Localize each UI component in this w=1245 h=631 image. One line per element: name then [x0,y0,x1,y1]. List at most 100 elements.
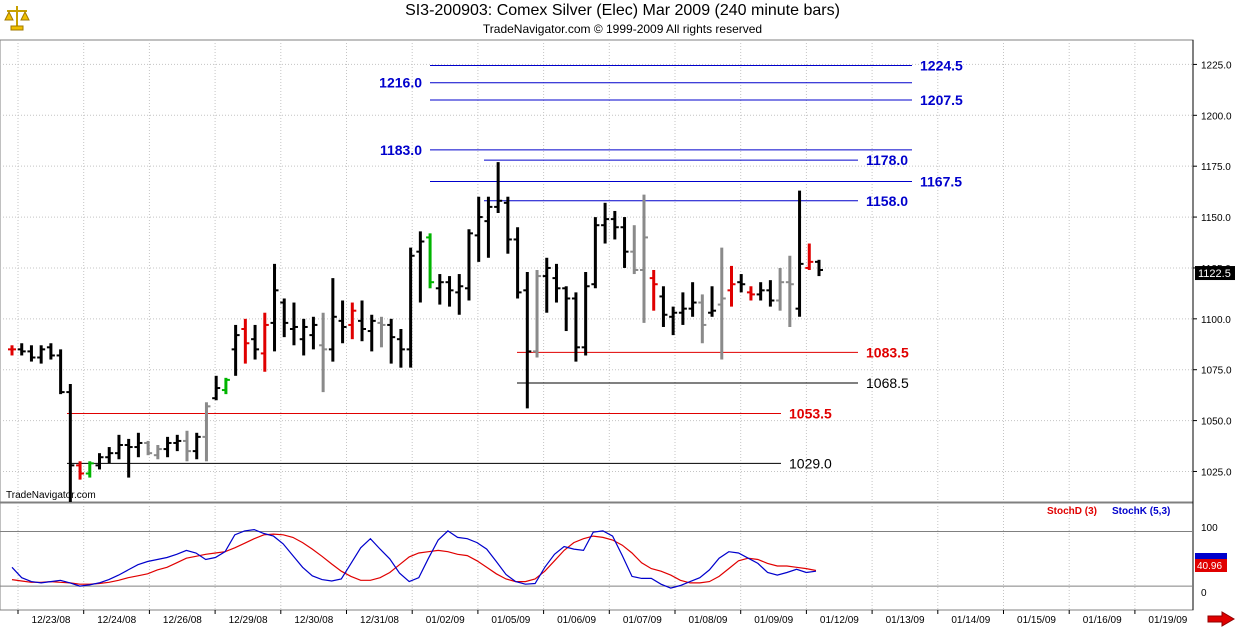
ohlc-bar [260,312,269,372]
ohlc-bar [153,445,162,460]
x-tick-label: 01/07/09 [623,615,662,626]
ohlc-bar [601,202,610,244]
level-label: 1068.5 [866,375,909,391]
ohlc-bar [27,345,36,362]
ohlc-bar [387,318,396,364]
ohlc-bar [591,217,600,289]
stoch-k-badge [1195,553,1227,559]
last-price-label: 1122.5 [1198,268,1231,280]
ohlc-bar [76,461,85,480]
x-tick-label: 12/24/08 [97,615,136,626]
x-tick-label: 12/29/08 [229,615,268,626]
chart-title: SI3-200903: Comex Silver (Elec) Mar 2009… [405,2,840,19]
x-tick-label: 01/19/09 [1148,615,1187,626]
ohlc-bar [299,318,308,356]
ohlc-bar [639,194,648,323]
ohlc-bar [776,267,785,311]
ohlc-bar [183,430,192,462]
x-tick-label: 01/12/09 [820,615,859,626]
ohlc-bar [406,247,415,368]
ohlc-bar [270,263,279,352]
level-label: 1029.0 [789,455,832,471]
ohlc-bar [212,375,221,401]
y-tick-label: 1100.0 [1201,315,1231,326]
ohlc-bar [105,447,114,464]
ohlc-bar [698,294,707,344]
level-label: 1216.0 [379,75,422,91]
ohlc-bar [688,282,697,317]
ohlc-bar [484,196,493,258]
stoch-d-line [11,533,817,585]
ohlc-bar [289,302,298,346]
x-tick-label: 12/30/08 [294,615,333,626]
ohlc-bar [649,269,658,311]
ohlc-bar [66,383,75,502]
ohlc-bar [581,272,590,356]
ohlc-bar [610,210,619,240]
ohlc-bar [192,432,201,460]
x-tick-label: 01/02/09 [426,615,465,626]
stoch-k-line [11,528,817,589]
level-label: 1183.0 [380,142,422,158]
ohlc-bar [251,324,260,360]
ohlc-bar [542,257,551,313]
ohlc-bar [17,343,26,356]
level-label: 1158.0 [866,193,908,209]
ohlc-bar [309,316,318,350]
level-label: 1053.5 [789,405,832,421]
ohlc-bar [241,318,250,364]
x-tick-label: 01/13/09 [886,615,925,626]
ohlc-bar [221,377,230,395]
ohlc-bar [659,286,668,327]
x-tick-label: 01/16/09 [1083,615,1122,626]
x-tick-label: 12/23/08 [32,615,71,626]
ohlc-bar [124,438,133,478]
ohlc-bar [737,274,746,293]
ohlc-bar [280,298,289,338]
x-tick-label: 01/09/09 [754,615,793,626]
ohlc-bar [708,286,717,317]
ohlc-bar [669,306,678,336]
last-price-badge [1195,266,1235,281]
x-tick-label: 12/31/08 [360,615,399,626]
ohlc-bar [494,162,503,213]
level-label: 1224.5 [920,57,963,73]
level-label: 1207.5 [920,92,963,108]
ohlc-bar [795,190,804,317]
ohlc-bar [552,263,561,303]
ohlc-bar [533,269,542,358]
y-tick-label: 1225.0 [1201,60,1232,71]
ohlc-bar [805,243,814,270]
ohlc-bar [114,434,123,460]
ohlc-bar [348,302,357,340]
y-tick-label: 1150.0 [1201,213,1231,224]
ohlc-bar [367,314,376,352]
ohlc-bar [766,280,775,307]
right-arrow-icon[interactable] [1207,611,1235,627]
ohlc-bar [396,329,405,368]
ohlc-bar [513,227,522,299]
ohlc-bar [56,349,65,395]
ohlc-bar [523,272,532,409]
ohlc-bar [46,343,55,360]
y-tick-label: 1175.0 [1201,162,1231,173]
level-label: 1167.5 [920,173,962,189]
ohlc-bar [503,196,512,254]
watermark: TradeNavigator.com [6,490,96,501]
ohlc-bar [678,292,687,325]
x-tick-label: 01/14/09 [951,615,990,626]
scale-icon[interactable] [4,4,30,32]
ohlc-bar [95,453,104,470]
ohlc-bar [474,196,483,262]
ohlc-bar [727,265,736,307]
stoch-y-tick-label: 0 [1201,588,1207,599]
ohlc-bar [445,276,454,307]
y-tick-label: 1050.0 [1201,417,1232,428]
ohlc-bar [173,434,182,452]
ohlc-bar [202,402,211,462]
level-label: 1178.0 [866,152,908,168]
ohlc-bar [319,312,328,393]
ohlc-bar [426,233,435,289]
ohlc-bar [785,255,794,327]
